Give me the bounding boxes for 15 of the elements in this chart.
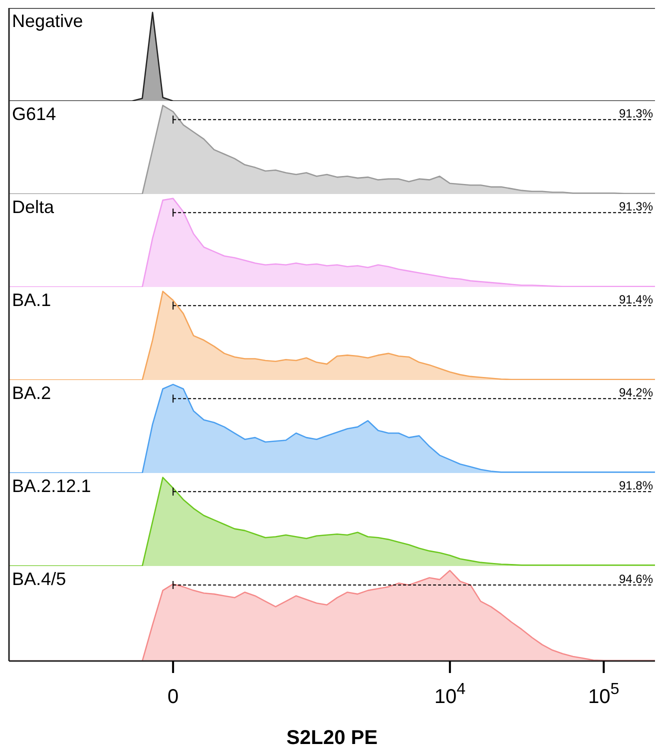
chart-title: Negative: [12, 11, 84, 31]
annotation: 91.8%: [618, 478, 654, 493]
annotation: 91.4%: [618, 292, 654, 307]
chart-title: BA.1: [12, 290, 52, 310]
annotation: 91.3%: [618, 106, 654, 121]
x-axis-title: S2L20 PE: [286, 727, 378, 749]
chart-title: BA.2: [12, 383, 52, 403]
chart-title: BA.2.12.1: [12, 476, 92, 496]
annotation: 94.6%: [618, 572, 654, 586]
annotation: 91.3%: [618, 200, 654, 214]
x-tick-label: 0: [168, 686, 179, 708]
chart-title: BA.4/5: [12, 569, 66, 589]
chart-title: Delta: [12, 197, 56, 217]
annotation: 94.2%: [618, 386, 654, 400]
chart-title: G614: [12, 104, 56, 124]
